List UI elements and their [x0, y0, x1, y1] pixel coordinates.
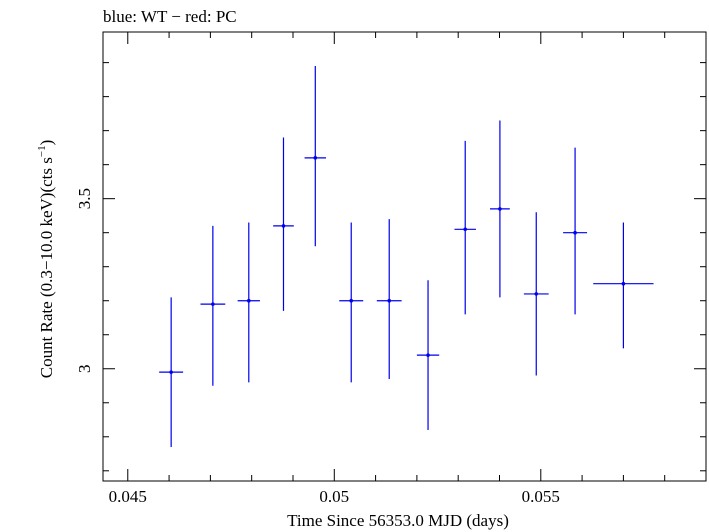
y-tick-label: 3.5 — [75, 188, 94, 209]
data-point — [339, 222, 364, 383]
x-tick-label: 0.05 — [319, 487, 349, 506]
data-point — [454, 140, 476, 315]
point-marker — [349, 298, 354, 303]
point-marker — [573, 230, 577, 235]
point-marker — [463, 227, 468, 232]
y-tick-label: 3 — [75, 365, 94, 374]
plot-frame — [102, 31, 707, 482]
data-point — [563, 147, 588, 315]
y-axis-label-superscript: −1 — [36, 145, 48, 157]
chart-title: blue: WT − red: PC — [103, 7, 237, 26]
point-marker — [498, 207, 502, 211]
data-point — [159, 297, 184, 447]
data-point — [376, 219, 402, 379]
point-marker — [281, 224, 286, 228]
y-axis-label-close: ) — [37, 140, 56, 146]
data-point — [489, 120, 510, 298]
point-marker — [426, 353, 430, 357]
data-point — [304, 66, 327, 247]
data-point — [523, 212, 549, 376]
point-marker — [313, 156, 318, 160]
data-point — [237, 222, 260, 383]
x-tick-label: 0.055 — [522, 487, 560, 506]
data-point — [416, 280, 440, 430]
point-marker — [211, 302, 215, 306]
data-points — [159, 66, 654, 447]
data-point — [593, 222, 654, 349]
point-marker — [621, 281, 626, 286]
point-marker — [246, 298, 251, 303]
point-marker — [534, 292, 539, 296]
point-marker — [387, 298, 392, 303]
y-axis-label: Count Rate (0.3−10.0 keV)(cts s−1) — [36, 140, 56, 379]
x-tick-label: 0.045 — [109, 487, 147, 506]
data-point — [273, 137, 294, 311]
point-marker — [169, 370, 173, 374]
x-axis-label: Time Since 56353.0 MJD (days) — [287, 511, 509, 530]
axis-ticks — [103, 32, 707, 481]
data-point — [200, 225, 226, 386]
y-axis-label-main: Count Rate (0.3−10.0 keV)(cts s — [37, 157, 56, 378]
axis-tick-labels: 0.045 0.05 0.055 3 3.5 — [75, 188, 560, 506]
